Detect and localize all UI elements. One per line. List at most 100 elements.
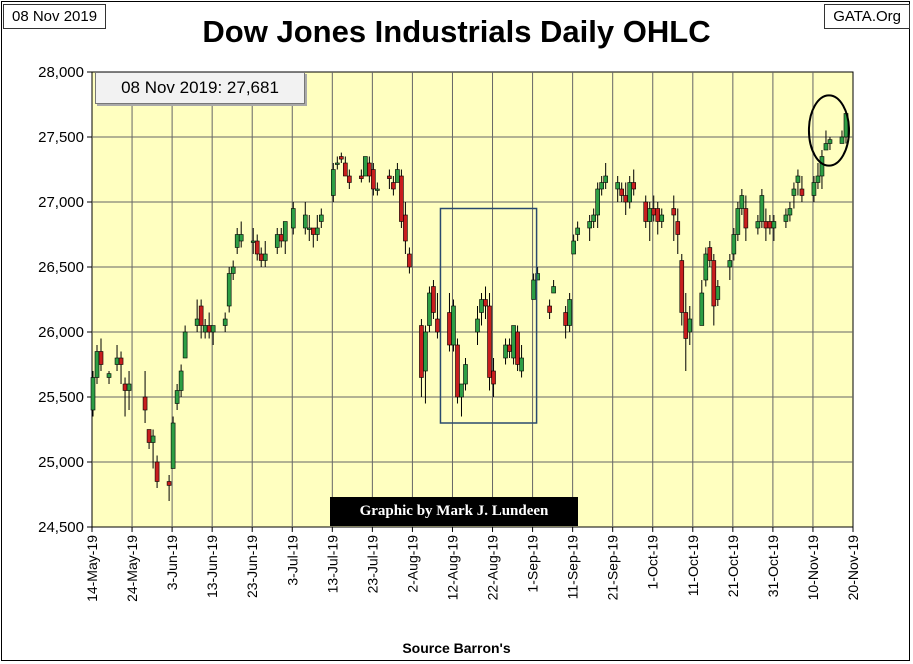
ohlc-body (318, 214, 324, 222)
ohlc-body (210, 325, 216, 333)
x-tick-label: 20-Nov-19 (845, 535, 861, 601)
ohlc-bar-up (463, 358, 468, 391)
ohlc-bar-down (743, 195, 749, 241)
y-tick-label: 27,000 (38, 194, 84, 211)
x-tick-label: 21-Oct-19 (725, 535, 741, 597)
ohlc-bar-down (339, 152, 344, 163)
ohlc-bar-up (739, 189, 745, 215)
ohlc-bar-up (126, 371, 132, 410)
ohlc-bar-up (318, 208, 324, 228)
ohlc-body (811, 182, 817, 196)
ohlc-body (535, 273, 540, 281)
ohlc-bar-down (198, 299, 204, 339)
ohlc-body (234, 234, 240, 248)
ohlc-body (202, 325, 208, 333)
ohlc-body (727, 260, 733, 268)
ohlc-bar-down (431, 280, 436, 319)
ohlc-bar-up (731, 228, 737, 261)
ohlc-body (427, 292, 432, 326)
ohlc-body (339, 156, 344, 160)
ohlc-body (503, 344, 508, 359)
ohlc-body (419, 325, 424, 378)
ohlc-body (707, 247, 713, 261)
ohlc-bar-down (98, 338, 104, 371)
x-tick-label: 1-Oct-19 (645, 535, 661, 590)
ohlc-body (823, 143, 829, 151)
ohlc-body (743, 208, 749, 229)
ohlc-bar-up (687, 306, 693, 345)
x-tick-label: 23-Jun-19 (244, 535, 260, 598)
ohlc-body (515, 331, 520, 365)
ohlc-bar-up (459, 383, 464, 417)
ohlc-body (114, 357, 120, 365)
ohlc-body (371, 169, 376, 190)
ohlc-bar-down (399, 169, 404, 228)
ohlc-bar-up (823, 130, 829, 151)
ohlc-body (331, 169, 336, 196)
ohlc-body (122, 383, 128, 391)
x-tick-label: 3-Jul-19 (284, 535, 300, 586)
x-tick-label: 24-May-19 (124, 535, 140, 602)
ohlc-body (178, 370, 184, 391)
ohlc-body (519, 357, 524, 372)
ohlc-bar-down (387, 169, 392, 189)
ohlc-body (118, 357, 124, 365)
x-tick-label: 13-Jul-19 (324, 535, 340, 594)
ohlc-body (238, 234, 244, 242)
ohlc-body (367, 162, 372, 177)
ohlc-body (659, 214, 665, 222)
ohlc-bar-up (170, 416, 176, 469)
ohlc-bar-down (118, 351, 124, 384)
ohlc-bar-down (707, 241, 713, 267)
ohlc-body (507, 344, 512, 352)
ohlc-bar-up (531, 273, 536, 300)
x-tick-label: 22-Aug-19 (485, 535, 501, 601)
ohlc-bar-down (711, 254, 717, 326)
ohlc-body (423, 331, 428, 372)
x-axis-title: Source Barron's (402, 640, 511, 656)
x-tick-label: 1-Sep-19 (525, 535, 541, 593)
ohlc-bar-down (142, 371, 148, 423)
ohlc-body (455, 344, 460, 398)
y-tick-label: 27,500 (38, 129, 84, 146)
ohlc-bar-up (827, 137, 833, 150)
ohlc-body (647, 208, 653, 222)
ohlc-body (146, 429, 152, 443)
ohlc-bar-up (363, 156, 368, 177)
ohlc-bar-down (403, 202, 408, 254)
x-tick-label: 13-Jun-19 (204, 535, 220, 598)
ohlc-bar-down (359, 169, 364, 183)
ohlc-bar-down (347, 169, 352, 189)
ohlc-body (387, 175, 392, 179)
ohlc-bar-up (567, 293, 572, 332)
ohlc-bar-up (811, 176, 817, 202)
ohlc-bar-down (515, 325, 520, 371)
y-tick-label: 26,000 (38, 324, 84, 341)
ohlc-bar-up (551, 280, 556, 294)
ohlc-bar-down (407, 247, 412, 274)
ohlc-body (655, 208, 661, 222)
ohlc-body (198, 305, 204, 326)
highlight-rectangle (439, 207, 538, 424)
ohlc-body (671, 208, 677, 216)
ohlc-body (575, 227, 580, 235)
ohlc-body (359, 175, 364, 179)
ohlc-series (90, 111, 849, 501)
ohlc-body (739, 195, 745, 209)
ohlc-body (459, 383, 464, 398)
ohlc-body (675, 221, 681, 235)
y-tick-label: 28,000 (38, 64, 84, 81)
y-axis: 24,500 25,000 25,500 26,000 26,500 27,000 27,5… (38, 64, 92, 536)
ohlc-bar-up (755, 215, 761, 235)
ohlc-body (435, 318, 440, 333)
x-tick-label: 14-May-19 (84, 535, 100, 602)
ohlc-bar-up (182, 325, 188, 359)
ohlc-bar-up (659, 208, 665, 228)
ohlc-bar-up (178, 364, 184, 397)
ohlc-body (94, 351, 100, 378)
ohlc-body (475, 318, 480, 333)
ohlc-bar-up (615, 176, 620, 202)
ohlc-body (258, 253, 264, 261)
